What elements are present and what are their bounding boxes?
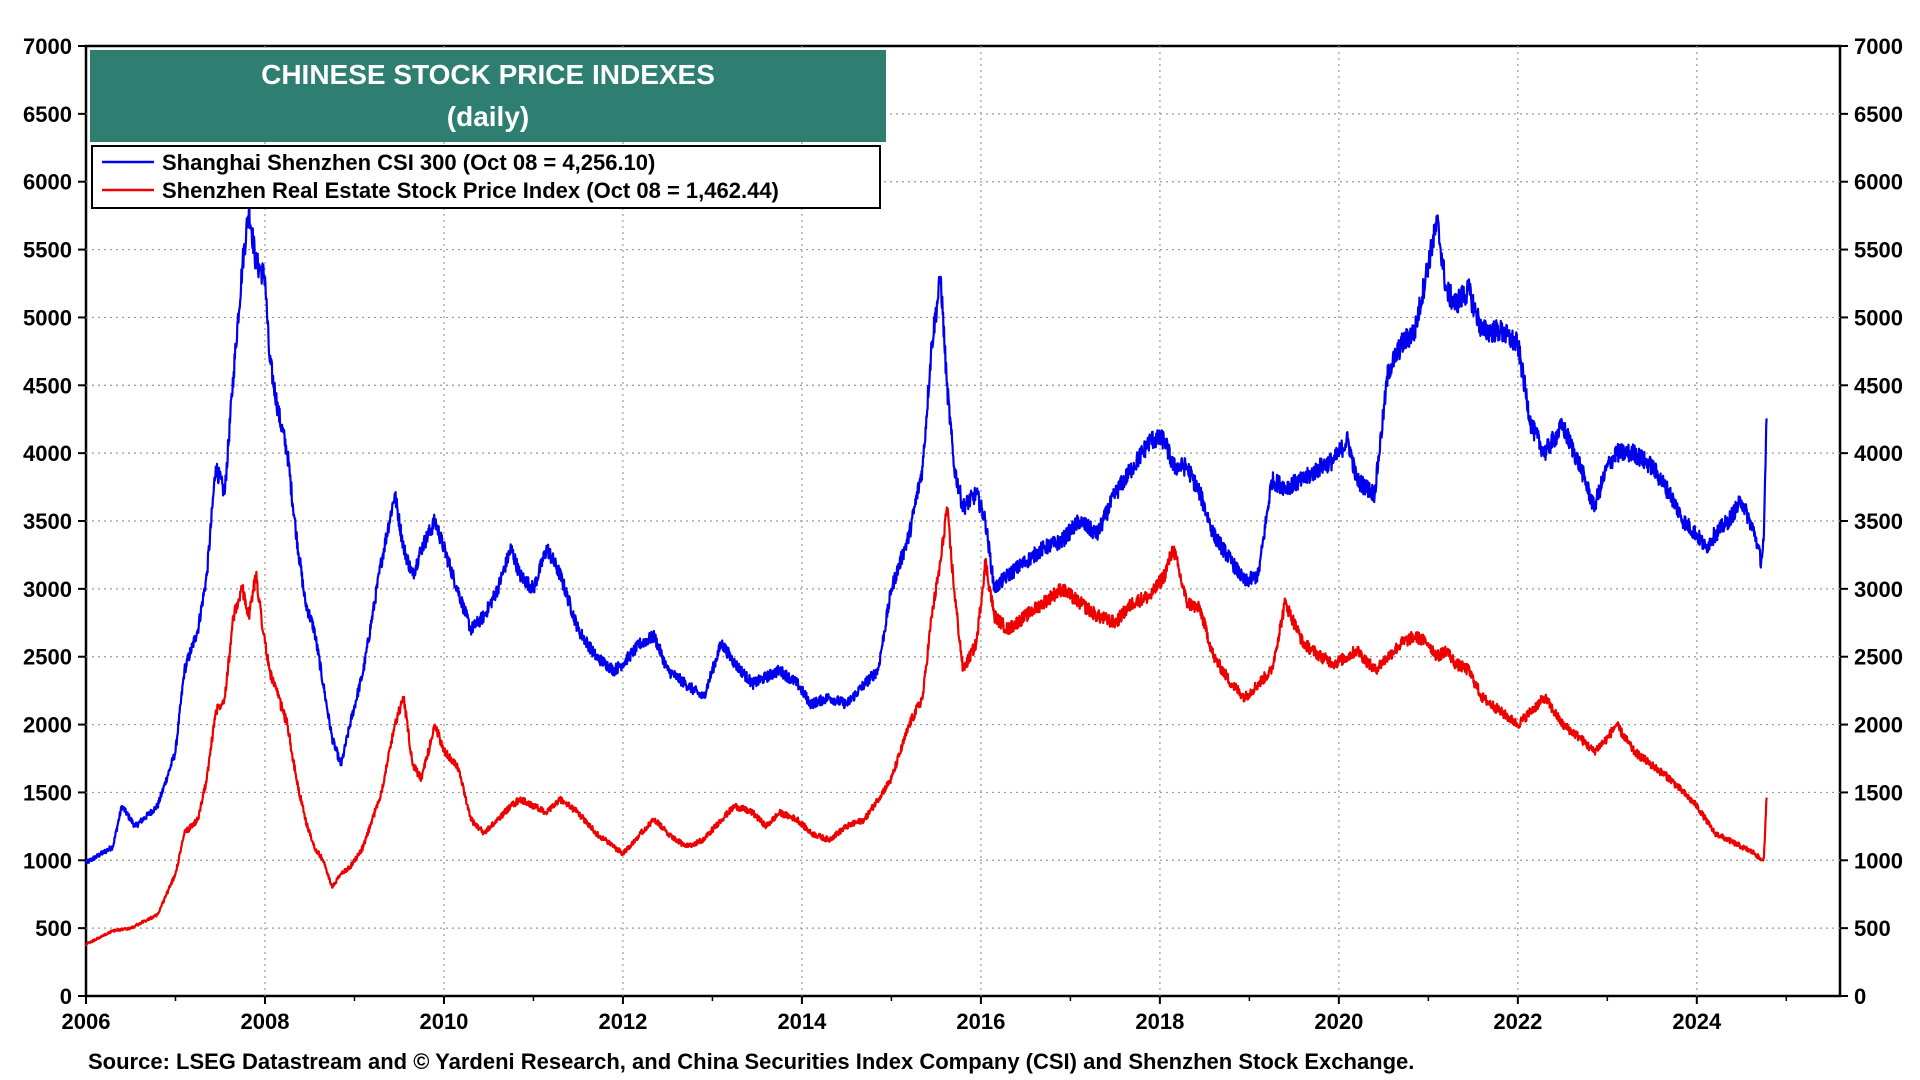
y-tick-label-left: 7000 [23, 34, 72, 59]
y-tick-label-left: 6000 [23, 170, 72, 195]
series-lines [84, 203, 1768, 947]
y-tick-label-left: 0 [60, 984, 72, 1009]
chart-subtitle: (daily) [447, 101, 529, 132]
source-note: Source: LSEG Datastream and © Yardeni Re… [88, 1049, 1414, 1074]
y-tick-label-right: 1000 [1854, 848, 1903, 873]
y-tick-label-left: 4000 [23, 441, 72, 466]
y-tick-label-left: 500 [35, 916, 72, 941]
x-tick-label: 2020 [1314, 1009, 1363, 1034]
y-tick-label-left: 2000 [23, 713, 72, 738]
y-tick-label-left: 1000 [23, 848, 72, 873]
y-tick-label-right: 3500 [1854, 509, 1903, 534]
y-tick-label-right: 7000 [1854, 34, 1903, 59]
y-tick-label-left: 1500 [23, 780, 72, 805]
series-line-shenzhen-real-estate [85, 506, 1768, 947]
right-y-axis: 0 500 1000 1500 2000 2500 3000 3500 4000 4500 5000… [1840, 34, 1903, 1009]
y-tick-label-right: 5500 [1854, 238, 1903, 263]
y-tick-label-right: 3000 [1854, 577, 1903, 602]
legend-label-csi300: Shanghai Shenzhen CSI 300 (Oct 08 = 4,25… [162, 150, 655, 175]
y-tick-label-right: 500 [1854, 916, 1891, 941]
legend-box [91, 145, 881, 209]
x-tick-label: 2008 [241, 1009, 290, 1034]
y-tick-label-left: 6500 [23, 102, 72, 127]
y-tick-label-right: 6000 [1854, 170, 1903, 195]
y-tick-label-left: 3000 [23, 577, 72, 602]
x-tick-label: 2014 [777, 1009, 827, 1034]
title-box [90, 50, 886, 142]
y-tick-label-right: 2500 [1854, 645, 1903, 670]
series-line-csi300 [84, 203, 1768, 865]
x-tick-label: 2022 [1493, 1009, 1542, 1034]
x-tick-label: 2006 [62, 1009, 111, 1034]
y-tick-label-left: 5500 [23, 238, 72, 263]
y-tick-label-right: 4500 [1854, 373, 1903, 398]
gridlines [86, 46, 1840, 996]
x-tick-label: 2010 [419, 1009, 468, 1034]
x-tick-label: 2024 [1672, 1009, 1722, 1034]
x-tick-label: 2012 [598, 1009, 647, 1034]
y-tick-label-left: 4500 [23, 373, 72, 398]
legend-label-shenzhen-real-estate: Shenzhen Real Estate Stock Price Index (… [162, 178, 779, 203]
left-y-axis: 0 500 1000 1500 2000 2500 3000 3500 4000 4500 5000… [23, 34, 86, 1009]
y-tick-label-right: 4000 [1854, 441, 1903, 466]
y-tick-label-right: 5000 [1854, 305, 1903, 330]
x-tick-label: 2016 [956, 1009, 1005, 1034]
y-tick-label-right: 0 [1854, 984, 1866, 1009]
legend: Shanghai Shenzhen CSI 300 (Oct 08 = 4,25… [91, 145, 881, 209]
y-tick-label-left: 2500 [23, 645, 72, 670]
x-axis: 2006 2008 2010 2012 2014 2016 2018 2020 2022 2024 [62, 996, 1788, 1034]
y-tick-label-left: 5000 [23, 305, 72, 330]
x-tick-label: 2018 [1135, 1009, 1184, 1034]
y-tick-label-right: 6500 [1854, 102, 1903, 127]
y-tick-label-left: 3500 [23, 509, 72, 534]
chart-title: CHINESE STOCK PRICE INDEXES [261, 59, 715, 90]
y-tick-label-right: 1500 [1854, 780, 1903, 805]
y-tick-label-right: 2000 [1854, 713, 1903, 738]
